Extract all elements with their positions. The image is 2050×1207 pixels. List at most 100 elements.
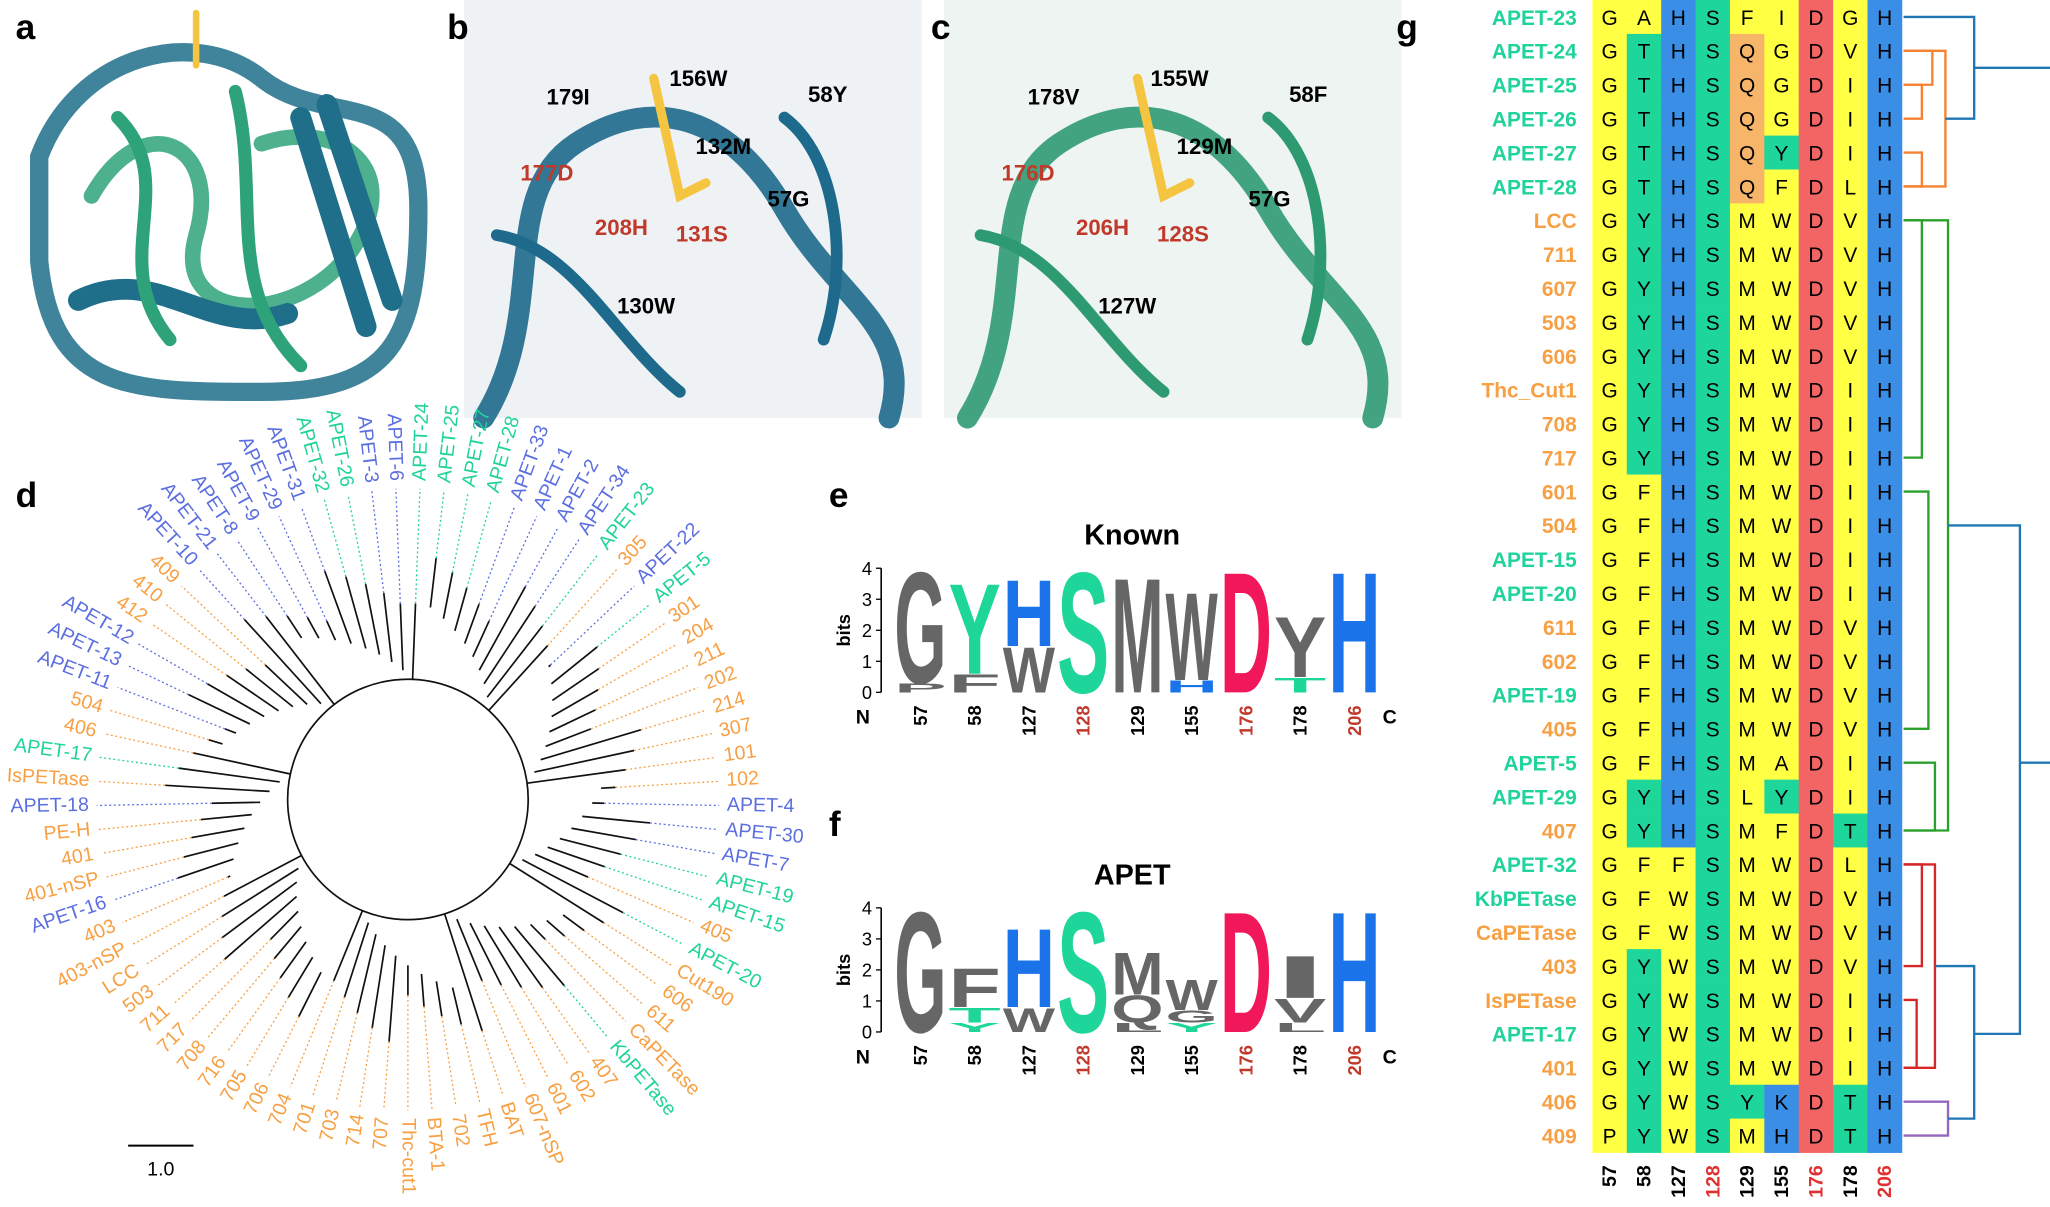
residue-cell: [1592, 1050, 1628, 1086]
residue-cell: [1729, 338, 1765, 374]
tree-branch: [188, 693, 251, 725]
residue: W: [1772, 617, 1792, 640]
tree-branch: [551, 688, 599, 718]
residue-cell: [1729, 203, 1765, 238]
tree-branch: [273, 925, 302, 960]
row-name: Thc_Cut1: [1481, 380, 1577, 403]
tree-branch: [509, 862, 605, 924]
residue-cell: [1626, 135, 1662, 170]
residue: G: [1601, 447, 1617, 470]
residue-cell: [1592, 847, 1628, 882]
residue-cell: [1592, 813, 1628, 848]
leaf-label: 101: [722, 740, 757, 766]
logo-letter: H: [1003, 906, 1055, 1031]
residue-cell: [1729, 508, 1765, 543]
residue: V: [1843, 956, 1857, 979]
tree-leader: [335, 1012, 358, 1103]
residue-cell: [1867, 677, 1903, 713]
logo-letter-group: W: [1003, 634, 1056, 706]
leaf-label: IsPETase: [6, 764, 90, 791]
residue: M: [1738, 481, 1755, 504]
leaf-label: APET-24: [408, 402, 433, 481]
residue-cell: [1661, 813, 1696, 848]
tree-branch: [364, 583, 381, 655]
y-tick-label: 0: [862, 682, 872, 703]
logo-letter-group: T: [949, 1003, 1001, 1027]
tree-leader: [603, 802, 720, 807]
residue: G: [1773, 41, 1789, 64]
residue: H: [1877, 583, 1892, 606]
residue-cell: [1729, 169, 1765, 204]
residue: W: [1772, 414, 1792, 437]
residue: D: [1808, 176, 1823, 199]
tree-branch: [478, 586, 527, 671]
tree-branch: [279, 941, 307, 979]
residue: G: [1601, 7, 1617, 30]
residue-cell: [1626, 203, 1662, 238]
residue-cell: [1764, 1118, 1800, 1153]
tree-leader: [596, 603, 651, 648]
residue: W: [1772, 888, 1792, 911]
residue-cell: [1764, 440, 1800, 475]
residue-cell: [1695, 677, 1731, 713]
residue: G: [1601, 753, 1617, 776]
residue: D: [1808, 617, 1823, 640]
residue-cell: [1833, 779, 1868, 814]
residue-cell: [1798, 406, 1834, 442]
residue-cell: [1867, 372, 1903, 408]
residue-cell: [1867, 949, 1903, 984]
residue: F: [1638, 922, 1651, 945]
residue-cell: [1729, 1118, 1765, 1153]
residue-cell: [1867, 406, 1903, 442]
row-name: APET-32: [1492, 854, 1577, 877]
residue: M: [1738, 346, 1755, 369]
tree-branch: [562, 914, 585, 932]
residue: V: [1843, 41, 1857, 64]
dendro-branch: [1903, 490, 1930, 730]
residue: Y: [1740, 1092, 1754, 1115]
residue: D: [1808, 753, 1823, 776]
residue-cell: [1592, 576, 1628, 611]
residue: F: [1638, 753, 1651, 776]
residue: H: [1671, 346, 1686, 369]
position-label: 128: [1702, 1165, 1724, 1198]
residue-cell: [1729, 271, 1765, 306]
residue: I: [1847, 75, 1853, 98]
residue-cell: [1626, 779, 1662, 814]
residue: H: [1671, 7, 1686, 30]
residue: G: [1601, 346, 1617, 369]
residue: G: [1601, 888, 1617, 911]
residue: S: [1706, 786, 1720, 809]
residue-cell: [1798, 881, 1834, 916]
position-label: 129: [1737, 1165, 1759, 1198]
residue: H: [1671, 380, 1686, 403]
residue-cell: [1661, 1118, 1696, 1153]
row-name: 504: [1542, 515, 1577, 538]
residue-cell: [1798, 847, 1834, 882]
position-label: 58: [1634, 1165, 1656, 1187]
residue-cell: [1764, 237, 1800, 272]
logo-letter: S: [1057, 538, 1109, 730]
residue-cell: [1661, 711, 1696, 747]
residue-cell: [1764, 949, 1800, 984]
residue: M: [1738, 278, 1755, 301]
logo-letter: L: [1274, 1020, 1326, 1034]
residue: S: [1706, 380, 1720, 403]
tree-branch: [343, 922, 370, 998]
logo-letter-group: W: [1003, 1001, 1056, 1040]
residue: S: [1706, 753, 1720, 776]
residue-cell: [1798, 542, 1834, 577]
row-name: CaPETase: [1476, 922, 1577, 945]
residue: G: [1842, 7, 1858, 30]
residue-cell: [1833, 576, 1868, 611]
residue-cell: [1867, 101, 1903, 136]
logo-letter-group: M: [1111, 940, 1163, 1008]
residue-cell: [1729, 33, 1765, 69]
residue-cell: [1833, 1118, 1868, 1153]
residue-cell: [1798, 305, 1834, 340]
row-name: 708: [1542, 414, 1577, 437]
residue: H: [1671, 481, 1686, 504]
residue: V: [1843, 617, 1857, 640]
residue: H: [1877, 854, 1892, 877]
residue: D: [1808, 75, 1823, 98]
